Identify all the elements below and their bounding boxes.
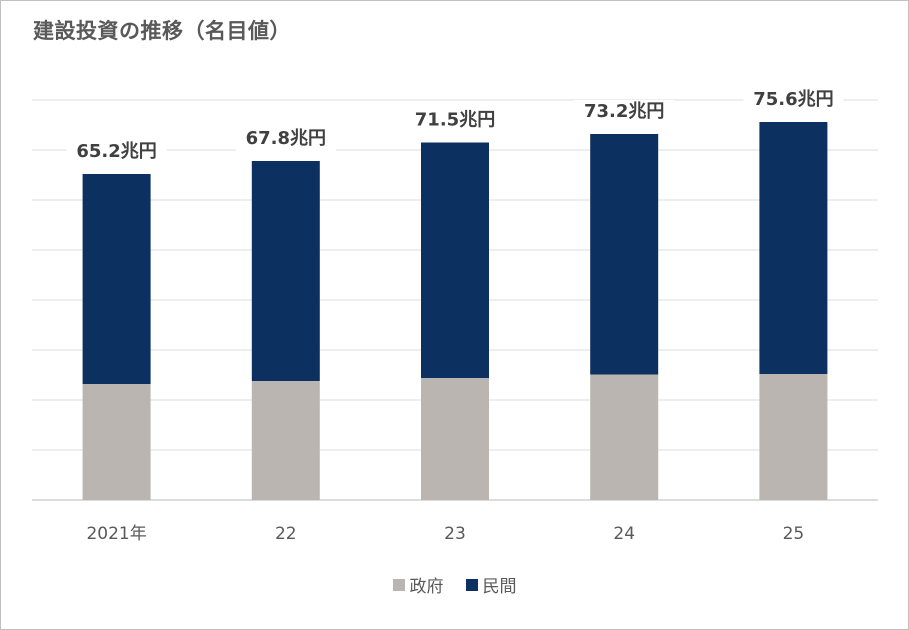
legend-item-government: 政府 <box>392 572 444 597</box>
legend-label-private: 民間 <box>482 577 517 597</box>
bar-segment-private <box>759 122 828 374</box>
total-label-background <box>574 100 675 124</box>
total-label-background <box>405 108 505 133</box>
bar-segment-government <box>590 374 659 500</box>
legend-swatch-government <box>392 578 405 591</box>
bar-group <box>82 122 828 500</box>
total-labels: 65.2兆円 67.8兆円 71.5兆円 73.2兆円 75.6兆円 <box>66 88 844 164</box>
x-tick-label: 2021年 <box>86 524 146 544</box>
total-label-background <box>743 88 844 112</box>
total-label-background <box>66 140 167 164</box>
legend-label-government: 政府 <box>409 577 444 597</box>
bar-segment-private <box>421 142 489 378</box>
total-label: 71.5兆円 <box>415 110 495 131</box>
legend-swatch-private <box>465 578 478 591</box>
bar-segment-private <box>251 161 320 381</box>
bar-segment-private <box>590 134 659 375</box>
x-tick-label: 25 <box>783 524 805 544</box>
x-tick-label: 22 <box>275 524 297 544</box>
bar-segment-government <box>421 378 489 500</box>
total-label: 75.6兆円 <box>753 89 833 110</box>
bar-segment-government <box>251 381 320 500</box>
bar-segment-government <box>82 384 151 500</box>
legend: 政府 民間 <box>0 572 909 597</box>
bar-segment-private <box>82 174 151 384</box>
chart-title: 建設投資の推移（名目値） <box>33 19 291 43</box>
x-axis-tick-labels: 2021年 22 23 24 25 <box>86 524 804 544</box>
x-tick-label: 24 <box>613 524 635 544</box>
total-label-background <box>235 127 336 151</box>
total-label: 65.2兆円 <box>76 141 156 162</box>
x-tick-label: 23 <box>444 524 466 544</box>
legend-item-private: 民間 <box>465 572 517 597</box>
total-label: 67.8兆円 <box>246 128 326 149</box>
bar-segment-government <box>759 374 828 500</box>
total-label: 73.2兆円 <box>584 101 664 122</box>
